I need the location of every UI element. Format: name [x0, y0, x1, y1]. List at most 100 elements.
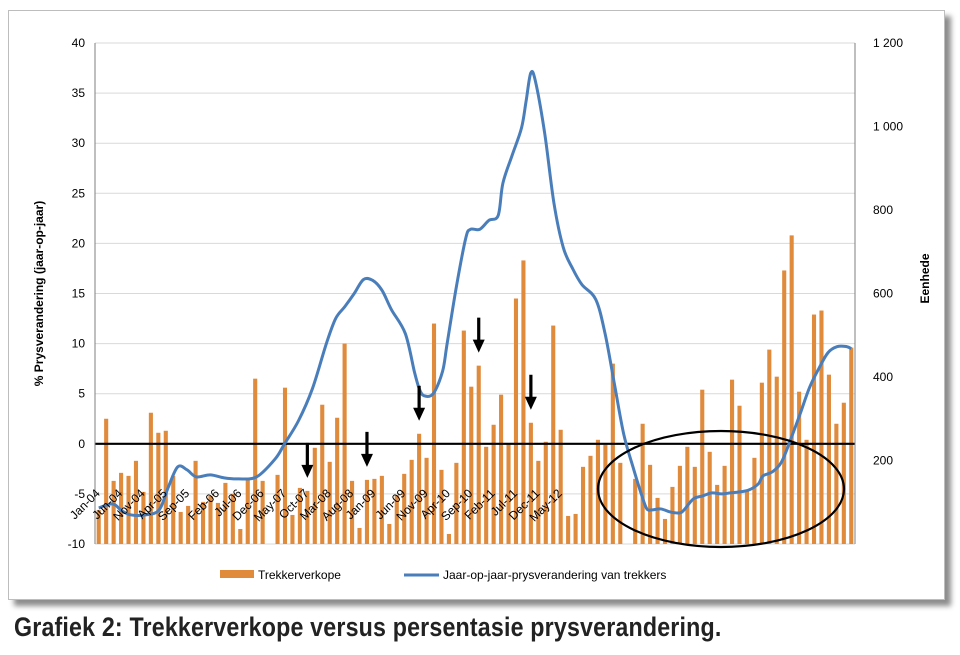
left-tick-label: 40 [72, 36, 86, 50]
bar [238, 528, 243, 544]
left-tick-label: 5 [78, 387, 85, 401]
bar [320, 404, 325, 544]
bar [215, 502, 220, 544]
arrow-marker [413, 385, 426, 421]
bar [446, 533, 451, 544]
bar [797, 391, 802, 544]
bar [849, 347, 854, 544]
bar [618, 462, 623, 544]
bar [335, 417, 340, 544]
bar [759, 382, 764, 544]
bar [305, 490, 310, 544]
bar [350, 480, 355, 544]
left-tick-label: -5 [74, 487, 85, 501]
bar [491, 424, 496, 544]
bar [431, 323, 437, 544]
bar [737, 405, 742, 544]
bar [484, 446, 489, 544]
bar [253, 378, 258, 544]
bar [312, 447, 317, 544]
right-tick-label: 200 [873, 454, 893, 468]
bar [692, 466, 697, 544]
bar [558, 429, 563, 544]
bar [767, 349, 772, 544]
arrow-marker [360, 431, 373, 467]
right-tick-label: 800 [873, 203, 893, 217]
bar [700, 389, 705, 544]
bar [223, 482, 228, 544]
bar [521, 260, 526, 544]
bar [566, 515, 571, 544]
bar [126, 475, 131, 544]
bar [744, 490, 750, 544]
bar [394, 494, 399, 544]
legend-label-line: Jaar-op-jaar-prysverandering van trekker… [443, 568, 666, 582]
right-tick-label: 600 [873, 287, 893, 301]
bar [163, 430, 168, 544]
left-y-axis: 40 35 30 25 20 15 10 5 0 -5 -10 [68, 36, 96, 551]
figure-caption: Grafiek 2: Trekkerverkope versus persent… [14, 612, 722, 642]
bar [364, 479, 370, 544]
left-tick-label: -10 [68, 537, 86, 551]
bar [104, 418, 109, 544]
legend-label-bars: Trekkerverkope [258, 568, 341, 582]
bar [580, 466, 586, 544]
bar [141, 491, 146, 544]
bar [707, 451, 712, 544]
bar [260, 480, 265, 544]
right-tick-label: 1 000 [873, 120, 903, 134]
right-y-axis: 1 200 1 000 800 600 400 200 [854, 36, 903, 544]
bar [178, 511, 183, 544]
bar [603, 444, 608, 544]
arrow-markers [301, 317, 537, 478]
bar [513, 298, 519, 544]
bar [372, 478, 377, 544]
bar [730, 379, 735, 544]
legend-swatch-bars [220, 570, 254, 578]
bar [722, 465, 727, 544]
bar [171, 475, 176, 544]
bar [819, 310, 824, 544]
highlight-ellipse [596, 429, 846, 549]
right-tick-label: 1 200 [873, 36, 903, 50]
bar [454, 462, 459, 544]
right-axis-title: Eenhede [918, 253, 932, 303]
bar [96, 509, 101, 544]
bar [424, 457, 429, 544]
bar [290, 514, 295, 544]
bar [297, 487, 302, 544]
left-axis-title: % Prysverandering (jaar-op-jaar) [32, 201, 46, 386]
bar [834, 423, 839, 544]
bar [245, 478, 250, 544]
bar [677, 465, 682, 544]
bar [409, 459, 414, 544]
bar [193, 460, 198, 544]
bar [133, 460, 139, 544]
bar [357, 527, 362, 544]
bar [186, 505, 191, 544]
bar [685, 446, 690, 544]
bar [573, 513, 578, 544]
arrow-marker [301, 442, 314, 478]
bar [662, 518, 668, 544]
bar [402, 473, 407, 544]
right-tick-label: 400 [873, 370, 893, 384]
bar [841, 402, 846, 544]
bar [156, 432, 161, 544]
bar [640, 423, 645, 544]
bar [588, 455, 593, 544]
legend: Trekkerverkope Jaar-op-jaar-prysverander… [220, 568, 666, 582]
bar [506, 443, 511, 544]
bar [774, 376, 779, 544]
bar [648, 464, 653, 544]
bar [811, 314, 817, 544]
combo-chart: 40 35 30 25 20 15 10 5 0 -5 -10 1 200 1 000 800 600 40… [32, 36, 932, 582]
bar [387, 523, 392, 544]
bar [782, 270, 787, 544]
arrow-marker [524, 374, 537, 410]
bar [275, 474, 280, 544]
bar [715, 484, 720, 544]
bar [461, 330, 466, 544]
bar [476, 365, 481, 544]
bar [633, 478, 638, 544]
